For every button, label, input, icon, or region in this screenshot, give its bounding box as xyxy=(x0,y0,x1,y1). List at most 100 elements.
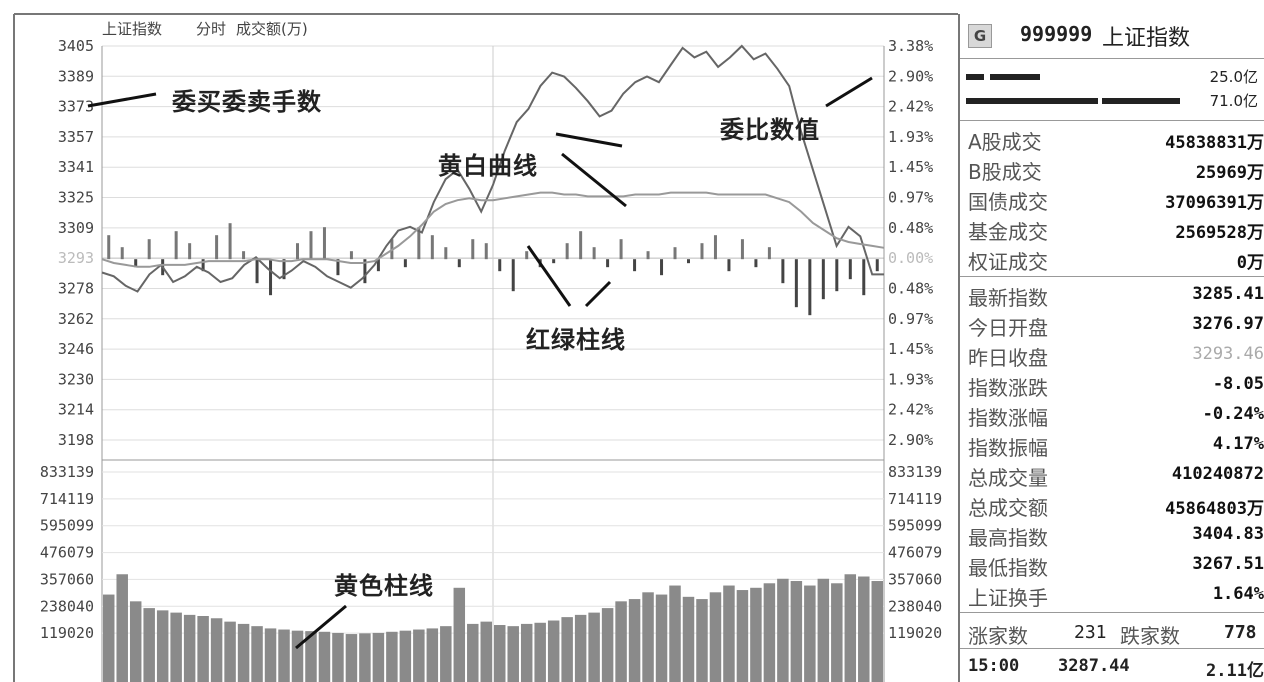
volume-tick-label: 357060 xyxy=(40,570,94,588)
volume-bar xyxy=(790,581,803,682)
volume-tick-label: 833139 xyxy=(40,463,94,481)
volume-bar xyxy=(237,623,250,682)
stat-value: 3285.41 xyxy=(1192,284,1264,304)
volume-bar xyxy=(210,618,223,682)
stat-label: 昨日收盘 xyxy=(968,346,1048,370)
volume-bar xyxy=(763,583,776,682)
stat-row: 昨日收盘 3293.46 xyxy=(960,340,1264,370)
pct-tick-label: 3.38% xyxy=(888,37,933,55)
stat-label: 权证成交 xyxy=(968,250,1048,274)
stat-value: -0.24% xyxy=(1202,404,1264,424)
divider xyxy=(960,276,1264,277)
volume-tick-label: 714119 xyxy=(888,490,942,508)
ratio-pointer xyxy=(825,76,873,108)
stat-row: 今日开盘 3276.97 xyxy=(960,310,1264,340)
volume-tick-label: 119020 xyxy=(888,624,942,642)
series-line-white-line xyxy=(101,44,884,293)
volume-tick-label: 238040 xyxy=(888,597,942,615)
price-tick-label: 3405 xyxy=(58,37,94,55)
pct-tick-label: 1.45% xyxy=(888,340,933,358)
buy-bar-b xyxy=(990,74,1040,80)
volume-bar xyxy=(736,590,749,682)
volume-bar xyxy=(453,587,466,682)
annotation-red-green: 红绿柱线 xyxy=(526,326,626,354)
g-badge[interactable]: G xyxy=(968,24,992,48)
volume-bar xyxy=(574,614,587,682)
volume-bar xyxy=(817,578,830,682)
volume-bar xyxy=(143,608,155,682)
stat-label: 最新指数 xyxy=(968,286,1048,310)
volume-tick-label: 119020 xyxy=(40,624,94,642)
stat-row: 最低指数 3267.51 xyxy=(960,550,1264,580)
stat-row: 基金成交 2569528万 xyxy=(960,214,1264,244)
volume-bar xyxy=(359,633,371,682)
volume-tick-label: 238040 xyxy=(40,597,94,615)
volume-bar xyxy=(628,599,641,682)
volume-bar xyxy=(264,628,277,682)
stat-label: 上证换手 xyxy=(968,586,1048,610)
volume-bar xyxy=(507,626,519,682)
stat-label: 国债成交 xyxy=(968,190,1048,214)
stat-row: 指数涨跌 -8.05 xyxy=(960,370,1264,400)
divider xyxy=(960,120,1264,121)
volume-bar xyxy=(642,592,654,682)
down-count: 778 xyxy=(1224,622,1257,643)
pct-tick-label: 2.90% xyxy=(888,67,933,85)
volume-bar xyxy=(804,585,816,682)
tick-price: 3287.44 xyxy=(1058,656,1130,676)
volume-bar xyxy=(116,574,128,682)
buy-bar-a xyxy=(966,74,984,80)
volume-bar xyxy=(844,574,857,682)
volume-bar xyxy=(655,594,668,682)
stat-value: 410240872 xyxy=(1171,464,1264,484)
tick-row: 15:00 3287.44 2.11亿 xyxy=(960,652,1264,682)
header-metric[interactable]: 成交额(万) xyxy=(236,20,308,38)
volume-bar xyxy=(588,612,600,682)
price-tick-label: 3357 xyxy=(58,128,94,146)
sell-amount: 71.0亿 xyxy=(1209,92,1258,110)
price-tick-label: 3246 xyxy=(58,340,94,358)
price-tick-label: 3293 xyxy=(58,249,94,267)
pct-tick-label: 0.48% xyxy=(888,279,933,297)
divider xyxy=(960,648,1264,649)
stat-label: 最高指数 xyxy=(968,526,1048,550)
price-tick-label: 3373 xyxy=(58,98,94,116)
sell-bar-a xyxy=(966,98,1098,104)
divider xyxy=(960,612,1264,613)
annotation-bid-ask: 委买委卖手数 xyxy=(172,88,322,116)
header-mode[interactable]: 分时 xyxy=(196,20,227,38)
pct-tick-label: 0.48% xyxy=(888,219,933,237)
volume-bar xyxy=(251,626,263,682)
panel-header: G 999999 上证指数 xyxy=(960,14,1264,59)
price-tick-label: 3262 xyxy=(58,310,94,328)
stat-label: 指数涨跌 xyxy=(968,376,1048,400)
volume-bar xyxy=(534,622,546,682)
stat-label: 指数振幅 xyxy=(968,436,1048,460)
volume-bar xyxy=(291,630,304,682)
stat-row: 指数振幅 4.17% xyxy=(960,430,1264,460)
stat-row: A股成交 45838831万 xyxy=(960,124,1264,154)
volume-tick-label: 714119 xyxy=(40,490,94,508)
volume-bar xyxy=(413,629,425,682)
volume-bar xyxy=(170,612,182,682)
stat-row: 总成交额 45864803万 xyxy=(960,490,1264,520)
header-index-name: 上证指数 xyxy=(102,20,163,38)
buy-amount: 25.0亿 xyxy=(1209,68,1258,86)
up-label: 涨家数 xyxy=(968,624,1028,648)
volume-bar xyxy=(278,629,290,682)
volume-bar xyxy=(426,628,439,682)
pct-tick-label: 1.93% xyxy=(888,128,933,146)
volume-bar xyxy=(682,596,695,682)
pct-tick-label: 1.45% xyxy=(888,158,933,176)
stat-value: 3276.97 xyxy=(1192,314,1264,334)
pct-tick-label: 0.00% xyxy=(888,249,933,267)
stat-value: 45838831万 xyxy=(1165,133,1264,153)
pct-tick-label: 2.42% xyxy=(888,401,933,419)
volume-bar xyxy=(197,615,209,682)
volume-bar xyxy=(831,583,843,682)
volume-bar xyxy=(372,632,385,682)
volume-bar xyxy=(440,626,452,682)
stat-value: 3267.51 xyxy=(1192,554,1264,574)
volume-bar xyxy=(871,581,883,682)
